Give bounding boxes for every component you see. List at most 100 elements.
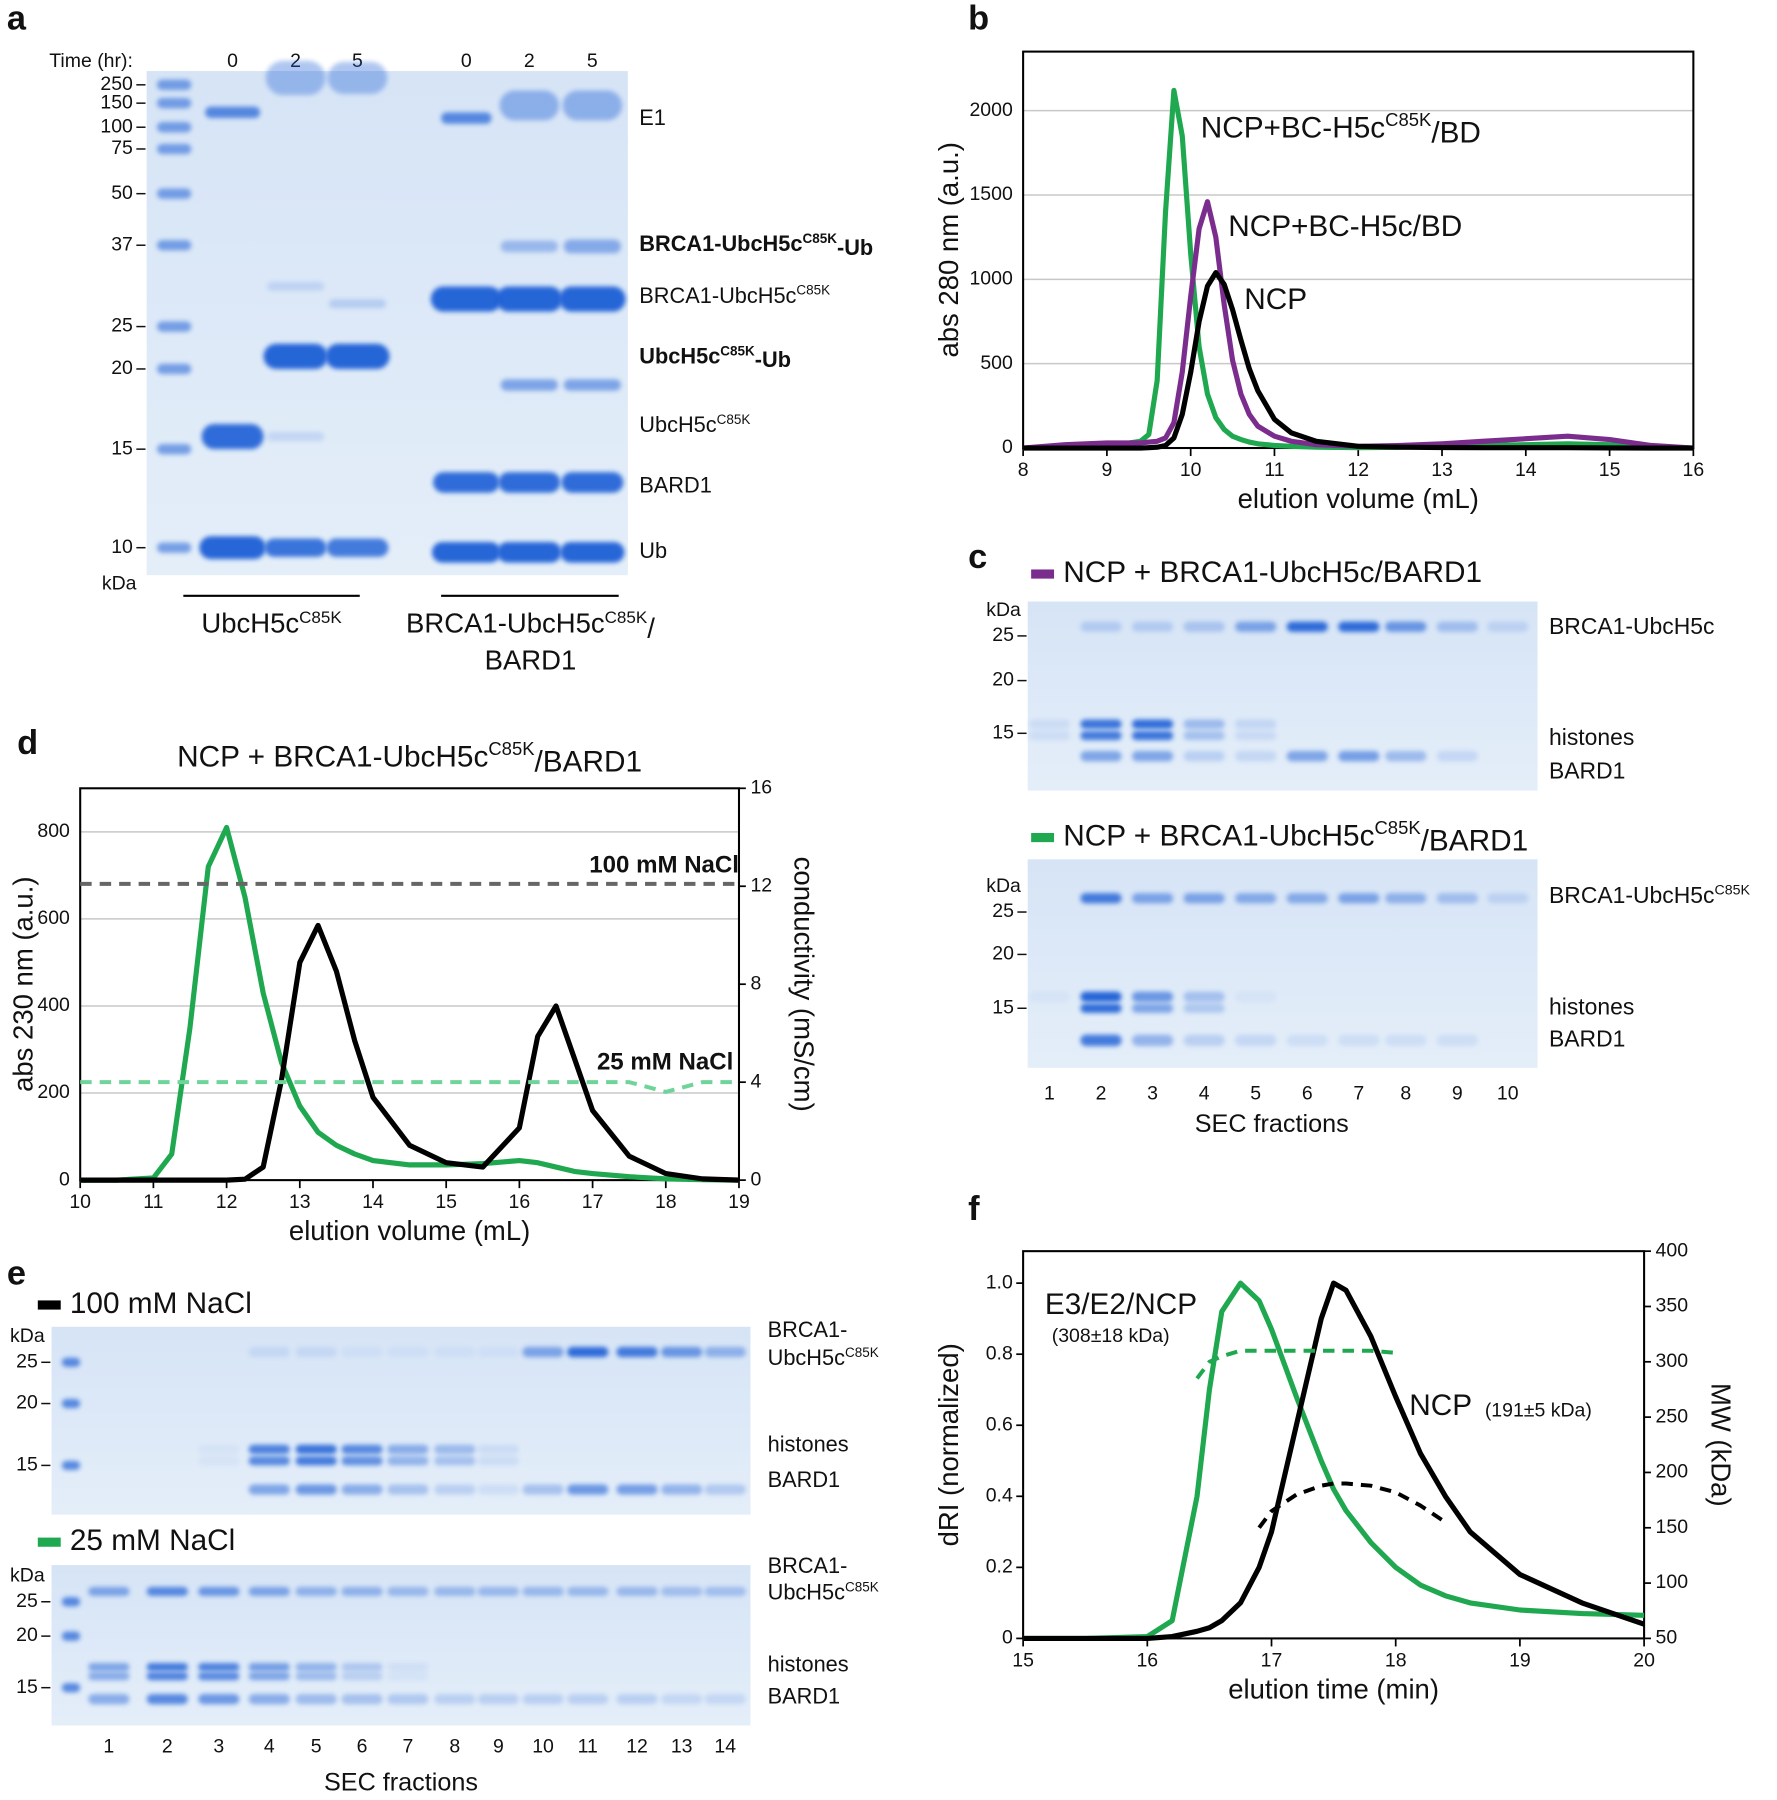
gel-band [61, 1683, 81, 1693]
lane-label: 5 [311, 1735, 322, 1757]
gel-band [295, 1672, 337, 1681]
y-tick-label: 800 [37, 820, 70, 842]
gel-band [434, 1444, 476, 1454]
gel-band [1235, 731, 1277, 741]
lane-label: 3 [1147, 1082, 1158, 1104]
gel-band [1487, 893, 1529, 904]
gel-band [567, 1484, 609, 1495]
y-tick-label: 200 [37, 1081, 70, 1103]
gel-band [156, 143, 192, 155]
x-tick-label: 17 [582, 1191, 604, 1213]
gel-band [434, 1586, 476, 1597]
gel-band [477, 1693, 520, 1705]
text-run: BRCA1-UbcH5c [406, 608, 605, 639]
gel-band [1487, 621, 1529, 632]
gel-band [61, 1631, 81, 1641]
x-tick-label: 10 [69, 1191, 91, 1213]
x-axis-label: elution volume (mL) [1238, 483, 1479, 514]
band-label: BARD1 [1549, 1025, 1625, 1051]
gel-band [563, 379, 621, 391]
marker-label: 15 [992, 996, 1014, 1018]
gel-band [561, 472, 624, 493]
gel-band [156, 240, 192, 251]
marker-label: 25 [16, 1590, 38, 1612]
y2-axis-label: conductivity (mS/cm) [789, 857, 820, 1112]
gel-band [1131, 719, 1174, 729]
text-run: NCP + BRCA1-UbcH5c [1063, 819, 1374, 852]
gel-band [1131, 1034, 1174, 1047]
y2-tick-label: 16 [750, 776, 772, 798]
gel-band [156, 321, 192, 332]
time-label: 5 [352, 50, 363, 72]
gel-band [497, 541, 562, 563]
y-tick-label: 0 [59, 1168, 70, 1190]
text-run: /BARD1 [535, 745, 643, 778]
gel-band [146, 1586, 188, 1597]
gel-band [1080, 731, 1122, 741]
legend-label: 25 mM NaCl [70, 1524, 235, 1557]
y2-tick-label: 8 [750, 972, 761, 994]
gel-band [522, 1586, 564, 1597]
x-tick-label: 10 [1180, 459, 1202, 481]
gel-band [341, 1456, 383, 1466]
marker-label: 150 [100, 91, 133, 113]
y-tick-label: 0.4 [986, 1484, 1013, 1506]
series-label: E3/E2/NCP [1045, 1288, 1197, 1321]
text-run: BRCA1-UbcH5c [1549, 882, 1714, 908]
gel-band [562, 90, 623, 121]
gel-band [500, 379, 558, 391]
gel-band [61, 1398, 81, 1409]
gel-band [387, 1672, 429, 1681]
gel-band [1183, 893, 1225, 904]
gel-band [1235, 893, 1277, 904]
band-label: BRCA1-UbcH5cC85K [1549, 882, 1751, 908]
text-run: C85K [796, 282, 830, 297]
gel-band [156, 542, 192, 553]
gel-band [1183, 751, 1225, 762]
gel-band [156, 188, 192, 199]
gel-band [1235, 719, 1277, 729]
gel-band [567, 1346, 609, 1358]
gel-band [1080, 719, 1122, 729]
gel-band [341, 1586, 383, 1597]
panel-letter: d [17, 724, 38, 762]
marker-label: 100 [100, 115, 133, 137]
gel-band [1080, 751, 1122, 762]
gel-band [327, 61, 388, 94]
gel-band [1235, 621, 1277, 632]
marker-label: 50 [111, 182, 133, 204]
x-tick-label: 15 [1012, 1649, 1034, 1671]
lane-label: 6 [357, 1735, 368, 1757]
gel-band [1183, 719, 1225, 729]
marker-label: 20 [16, 1624, 38, 1646]
gel-band [1436, 621, 1478, 632]
legend-label: 100 mM NaCl [70, 1287, 252, 1320]
gel-band [616, 1346, 658, 1358]
x-tick-label: 13 [289, 1191, 311, 1213]
gel-band [661, 1484, 703, 1495]
lane-label: 4 [264, 1735, 275, 1757]
gel-band [1385, 621, 1427, 632]
legend-swatch [1031, 832, 1055, 843]
gel-band [441, 112, 492, 124]
gel-band [156, 444, 192, 455]
gel-band [1385, 1034, 1427, 1047]
dashed-line [1195, 1348, 1396, 1380]
x-axis-label: elution time (min) [1228, 1673, 1439, 1704]
text-run: /BARD1 [1421, 825, 1529, 858]
text-run: C85K [1385, 109, 1432, 130]
plot-frame [1022, 1250, 1646, 1640]
series-label: NCP+BC-H5c/BD [1228, 210, 1462, 243]
lane-label: 10 [1497, 1082, 1519, 1104]
gel-band [499, 90, 560, 121]
gel-band [522, 1484, 564, 1495]
series-label: 100 mM NaCl [589, 852, 739, 879]
x-tick-label: 16 [509, 1191, 531, 1213]
text-run: C85K [717, 412, 751, 427]
gel-band [205, 106, 261, 119]
gel-band [61, 1460, 81, 1470]
gel-band [661, 1693, 703, 1705]
gel-band [295, 1484, 337, 1495]
text-run: UbcH5c [639, 412, 716, 437]
band-label: BRCA1-UbcH5c [1549, 613, 1714, 639]
